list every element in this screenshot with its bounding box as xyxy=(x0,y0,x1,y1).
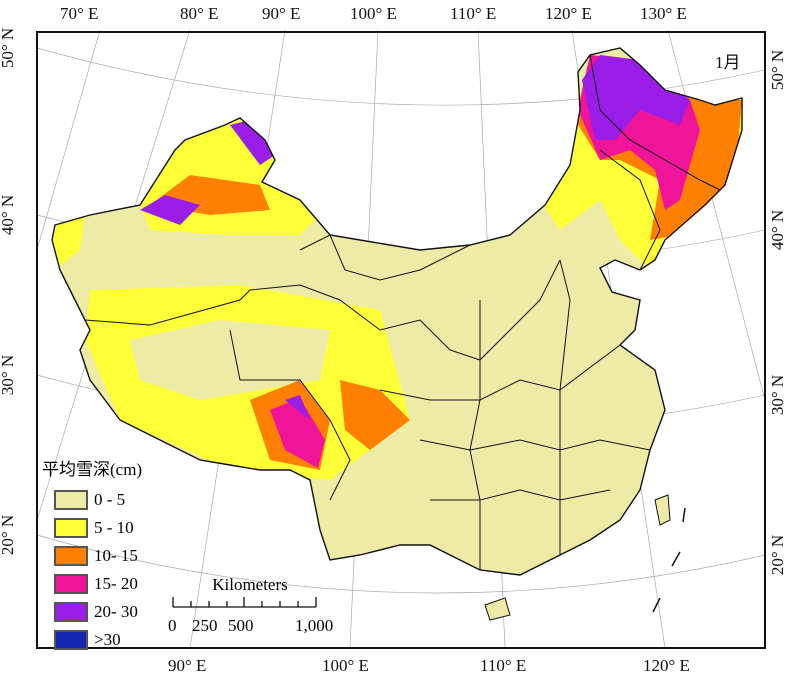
lat-label: 30° N xyxy=(0,354,18,396)
scale-bar: Kilometers 0 250 500 1,000 xyxy=(165,575,333,636)
lat-label: 30° N xyxy=(768,374,788,416)
legend-label: 5 - 10 xyxy=(94,518,134,537)
lon-label: 100° E xyxy=(350,4,397,23)
south-sea-islands xyxy=(652,507,686,613)
scale-ruler xyxy=(172,597,317,608)
lon-label: 90° E xyxy=(168,656,207,675)
lon-label: 120° E xyxy=(643,656,690,675)
lat-label: 50° N xyxy=(768,49,788,91)
map-frame xyxy=(36,31,766,649)
scale-tick: 0 xyxy=(168,616,177,635)
lat-label: 40° N xyxy=(768,209,788,251)
hainan xyxy=(484,597,511,621)
month-title: 1月 xyxy=(715,53,741,72)
legend-item: 5 - 10 xyxy=(54,514,142,542)
lon-label: 70° E xyxy=(60,4,99,23)
province-boundaries xyxy=(84,54,721,570)
lon-label: 80° E xyxy=(180,4,219,23)
legend-item: 10- 15 xyxy=(54,542,142,570)
taiwan xyxy=(654,494,671,526)
lat-label: 20° N xyxy=(768,534,788,576)
legend-item: 20- 30 xyxy=(54,598,142,626)
lon-label: 120° E xyxy=(545,4,592,23)
legend-swatch xyxy=(54,518,88,538)
snow-depth-layer xyxy=(52,55,742,480)
lon-label: 100° E xyxy=(322,656,369,675)
legend-label: >30 xyxy=(94,630,121,649)
legend-label: 15- 20 xyxy=(94,574,138,593)
legend-label: 0 - 5 xyxy=(94,490,126,509)
scale-tick: 250 xyxy=(192,616,218,635)
legend-item: 0 - 5 xyxy=(54,486,142,514)
scale-tick: 1,000 xyxy=(295,616,334,635)
legend: 平均雪深(cm) 0 - 5 5 - 10 10- 15 15- 20 20- … xyxy=(42,455,142,654)
lon-label: 90° E xyxy=(262,4,301,23)
lat-label: 40° N xyxy=(0,194,18,236)
legend-title: 平均雪深(cm) xyxy=(42,460,143,479)
legend-swatch xyxy=(54,574,88,594)
legend-label: 20- 30 xyxy=(94,602,138,621)
legend-swatch xyxy=(54,546,88,566)
legend-item: >30 xyxy=(54,626,142,654)
lat-label: 20° N xyxy=(0,514,18,556)
legend-swatch xyxy=(54,490,88,510)
scale-tick: 500 xyxy=(228,616,254,635)
scale-unit: Kilometers xyxy=(212,575,288,594)
lon-label: 110° E xyxy=(480,656,527,675)
lon-label: 130° E xyxy=(640,4,687,23)
lat-label: 50° N xyxy=(0,27,18,69)
legend-item: 15- 20 xyxy=(54,570,142,598)
legend-label: 10- 15 xyxy=(94,546,138,565)
lon-label: 110° E xyxy=(450,4,497,23)
legend-swatch xyxy=(54,630,88,650)
legend-swatch xyxy=(54,602,88,622)
